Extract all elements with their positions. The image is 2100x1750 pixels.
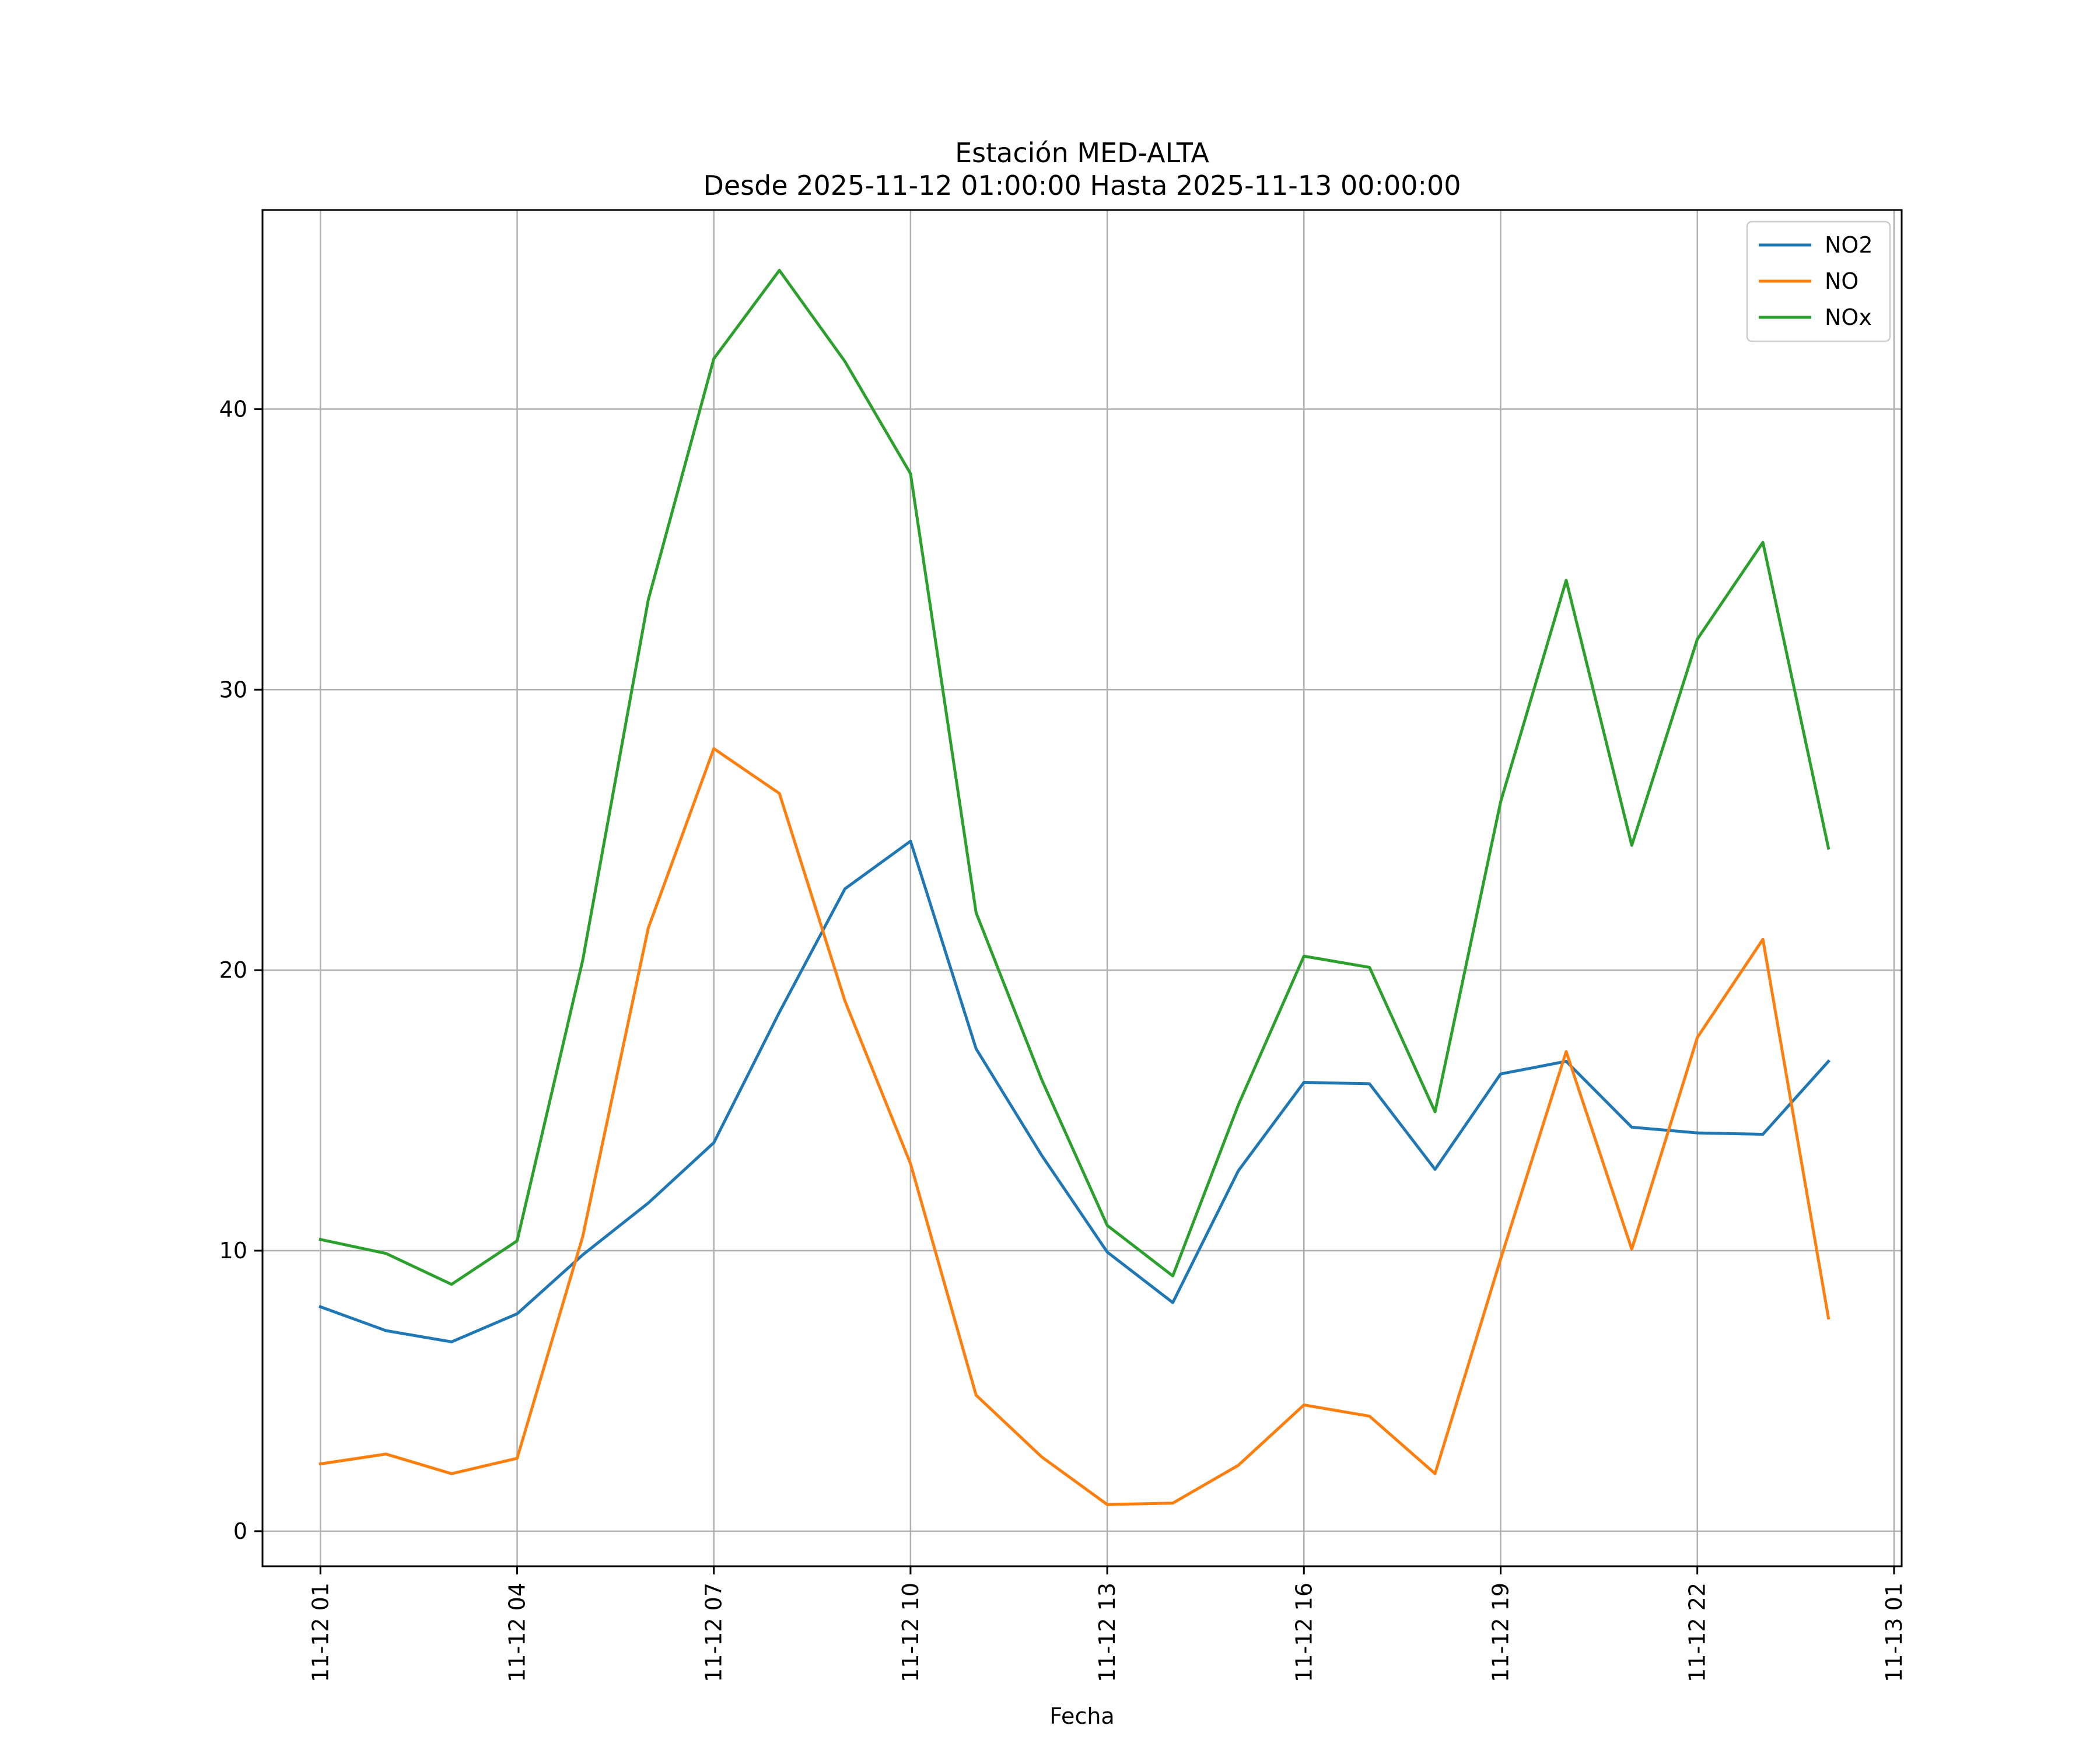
legend: NO2 NO NOx <box>1746 220 1891 342</box>
legend-label-no: NO <box>1825 268 1859 294</box>
series-line-no2 <box>318 839 1831 1343</box>
x-axis-label: Fecha <box>1049 1703 1114 1729</box>
x-axis-ticks: 11-12 01 11-12 04 11-12 07 11-12 10 11-12 13… <box>307 1566 1907 1682</box>
chart-subtitle: Desde 2025-11-12 01:00:00 Hasta 2025-11-… <box>703 170 1461 201</box>
series-lines <box>318 268 1831 1506</box>
y-tick-label: 30 <box>219 677 247 702</box>
x-tick-label: 11-12 01 <box>307 1583 333 1682</box>
x-tick-label: 11-12 16 <box>1291 1583 1317 1682</box>
legend-label-no2: NO2 <box>1825 232 1873 258</box>
x-tick-label: 11-12 19 <box>1488 1583 1513 1682</box>
x-tick-label: 11-12 10 <box>898 1583 923 1682</box>
x-tick-label: 11-12 13 <box>1094 1583 1120 1682</box>
y-tick-label: 20 <box>219 957 247 983</box>
chart-title: Estación MED-ALTA <box>955 137 1209 169</box>
plot-frame <box>261 209 1903 1567</box>
grid <box>262 210 1902 1566</box>
x-tick-label: 11-12 04 <box>504 1583 530 1682</box>
legend-box <box>1746 220 1891 342</box>
legend-label-nox: NOx <box>1825 304 1872 330</box>
x-tick-label: 11-12 22 <box>1685 1583 1710 1682</box>
y-tick-label: 40 <box>219 396 247 422</box>
y-axis-ticks: 0 10 20 30 40 <box>219 396 262 1544</box>
y-tick-label: 0 <box>233 1518 247 1544</box>
x-tick-label: 11-13 01 <box>1881 1583 1907 1682</box>
x-tick-label: 11-12 07 <box>701 1583 727 1682</box>
series-line-nox <box>318 268 1831 1286</box>
y-tick-label: 10 <box>219 1238 247 1264</box>
series-line-no <box>318 747 1831 1506</box>
